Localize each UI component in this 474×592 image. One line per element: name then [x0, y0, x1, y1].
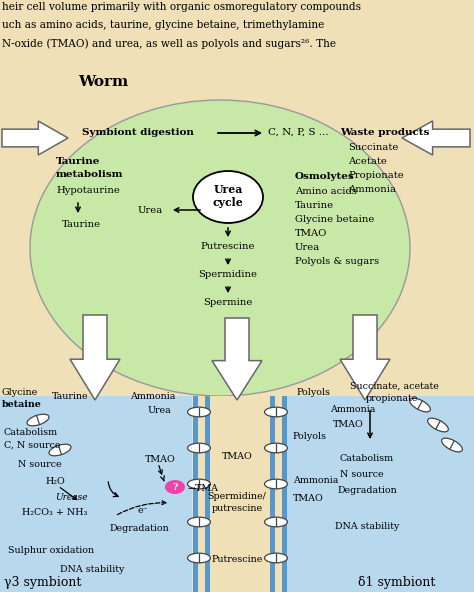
- Text: H₂O: H₂O: [46, 477, 66, 486]
- Polygon shape: [2, 121, 68, 155]
- Ellipse shape: [264, 479, 287, 489]
- Text: uch as amino acids, taurine, glycine betaine, trimethylamine: uch as amino acids, taurine, glycine bet…: [2, 20, 324, 30]
- Text: Succinate, acetate: Succinate, acetate: [350, 382, 439, 391]
- Text: C, N source: C, N source: [4, 441, 61, 450]
- Text: e⁻: e⁻: [138, 506, 149, 515]
- Text: Spermidine: Spermidine: [199, 270, 257, 279]
- Text: Putrescine: Putrescine: [211, 555, 263, 564]
- Ellipse shape: [30, 100, 410, 396]
- Text: DNA stability: DNA stability: [60, 565, 124, 574]
- Ellipse shape: [188, 407, 210, 417]
- Text: Sulphur oxidation: Sulphur oxidation: [8, 546, 94, 555]
- Text: Taurine: Taurine: [52, 392, 89, 401]
- Ellipse shape: [428, 418, 448, 432]
- Text: Propionate: Propionate: [348, 171, 404, 180]
- Text: Urease: Urease: [55, 493, 88, 502]
- Text: Glycine betaine: Glycine betaine: [295, 215, 374, 224]
- Ellipse shape: [193, 171, 263, 223]
- Ellipse shape: [165, 480, 185, 494]
- Ellipse shape: [264, 553, 287, 563]
- Text: δ1 symbiont: δ1 symbiont: [358, 576, 436, 589]
- Ellipse shape: [188, 517, 210, 527]
- Text: Catabolism: Catabolism: [4, 428, 58, 437]
- Text: TMAO: TMAO: [293, 494, 324, 503]
- Ellipse shape: [188, 479, 210, 489]
- Text: heir cell volume primarily with organic osmoregulatory compounds: heir cell volume primarily with organic …: [2, 2, 361, 12]
- Text: N source: N source: [18, 460, 62, 469]
- Text: Glycine: Glycine: [2, 388, 38, 397]
- Text: H₂CO₃ + NH₃: H₂CO₃ + NH₃: [22, 508, 87, 517]
- Text: Hypotaurine: Hypotaurine: [56, 186, 120, 195]
- Ellipse shape: [264, 517, 287, 527]
- Text: Amino acids: Amino acids: [295, 187, 357, 196]
- Text: Acetate: Acetate: [348, 157, 387, 166]
- Text: Polyols: Polyols: [293, 432, 327, 441]
- Text: Urea: Urea: [295, 243, 320, 252]
- Text: cycle: cycle: [213, 197, 243, 208]
- Bar: [282, 396, 288, 592]
- Text: ?: ?: [173, 482, 178, 491]
- Text: Degradation: Degradation: [110, 524, 170, 533]
- Polygon shape: [340, 315, 390, 400]
- Text: Taurine: Taurine: [56, 157, 100, 166]
- Text: betaine: betaine: [2, 400, 42, 409]
- Text: Degradation: Degradation: [338, 486, 398, 495]
- Text: →TMA: →TMA: [187, 484, 218, 493]
- Text: Taurine: Taurine: [295, 201, 334, 210]
- Ellipse shape: [188, 443, 210, 453]
- Polygon shape: [402, 121, 470, 155]
- Bar: [192, 396, 282, 592]
- Text: TMAO: TMAO: [295, 229, 328, 238]
- Text: Taurine: Taurine: [62, 220, 101, 229]
- Text: TMAO: TMAO: [145, 455, 176, 464]
- Text: C, N, P, S ...: C, N, P, S ...: [268, 128, 328, 137]
- Text: TMAO: TMAO: [222, 452, 252, 461]
- Text: TMAO: TMAO: [333, 420, 364, 429]
- Text: Spermine: Spermine: [203, 298, 253, 307]
- Text: Polyols & sugars: Polyols & sugars: [295, 257, 379, 266]
- Text: Putrescine: Putrescine: [201, 242, 255, 251]
- Bar: [193, 396, 199, 592]
- Ellipse shape: [410, 398, 430, 412]
- Text: Symbiont digestion: Symbiont digestion: [82, 128, 194, 137]
- Text: putrescine: putrescine: [211, 504, 263, 513]
- Polygon shape: [212, 318, 262, 400]
- Polygon shape: [70, 315, 120, 400]
- Text: Catabolism: Catabolism: [340, 454, 394, 463]
- Bar: [0, 396, 474, 592]
- Text: Ammonia: Ammonia: [348, 185, 396, 194]
- Text: Waste products: Waste products: [340, 128, 429, 137]
- Text: Spermidine/: Spermidine/: [208, 492, 266, 501]
- Text: metabolism: metabolism: [56, 170, 124, 179]
- Text: Ammonia: Ammonia: [130, 392, 175, 401]
- Ellipse shape: [188, 553, 210, 563]
- Text: Worm: Worm: [78, 75, 128, 89]
- Text: Polyols: Polyols: [297, 388, 331, 397]
- Text: Urea: Urea: [213, 184, 243, 195]
- Ellipse shape: [442, 438, 462, 452]
- Ellipse shape: [264, 443, 287, 453]
- Text: Ammonia: Ammonia: [293, 476, 338, 485]
- Text: N source: N source: [340, 470, 383, 479]
- Bar: [205, 396, 210, 592]
- Bar: [270, 396, 275, 592]
- Text: Urea: Urea: [138, 206, 163, 215]
- Ellipse shape: [27, 414, 49, 426]
- Text: DNA stability: DNA stability: [335, 522, 400, 531]
- Text: Osmolytes: Osmolytes: [295, 172, 355, 181]
- Text: Ammonia: Ammonia: [330, 405, 375, 414]
- Text: propionate: propionate: [366, 394, 419, 403]
- Text: Succinate: Succinate: [348, 143, 398, 152]
- Text: N-oxide (TMAO) and urea, as well as polyols and sugars²⁶. The: N-oxide (TMAO) and urea, as well as poly…: [2, 38, 336, 49]
- Ellipse shape: [49, 444, 71, 456]
- Text: γ3 symbiont: γ3 symbiont: [4, 576, 82, 589]
- Text: Urea: Urea: [148, 406, 172, 415]
- Ellipse shape: [264, 407, 287, 417]
